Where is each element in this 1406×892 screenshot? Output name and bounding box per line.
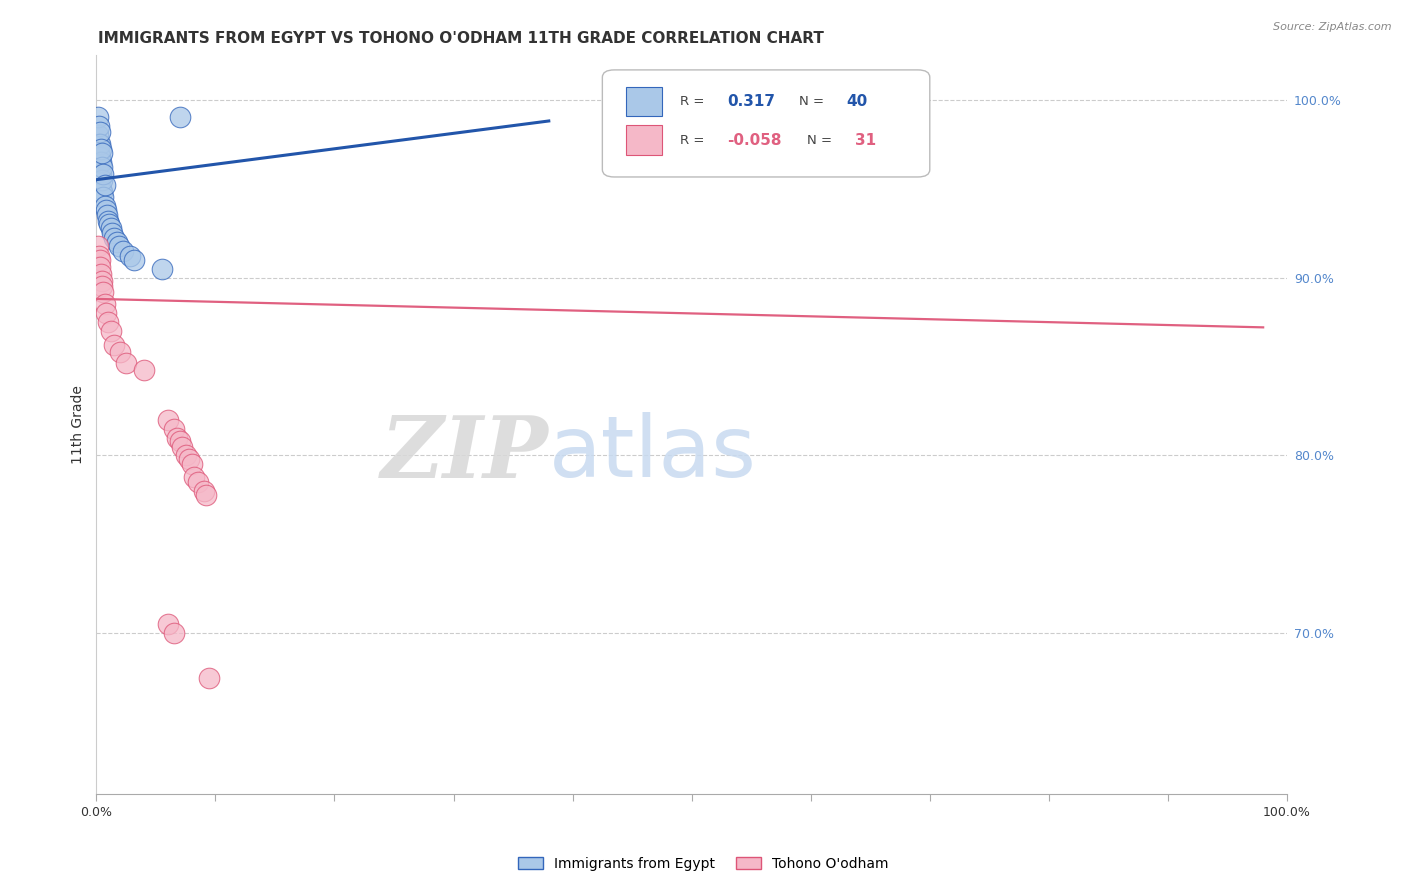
Text: R =: R =: [679, 95, 704, 108]
Point: [90, 267, 112, 281]
Point: [179, 452, 201, 467]
Point: [89, 150, 111, 164]
Point: [115, 356, 138, 370]
Point: [90, 167, 112, 181]
Point: [198, 671, 221, 685]
Point: [86, 137, 108, 152]
Point: [86, 238, 108, 252]
Point: [87, 249, 110, 263]
Point: [90, 143, 112, 157]
Point: [91, 185, 114, 199]
Point: [108, 238, 131, 252]
Point: [163, 626, 186, 640]
Point: [180, 458, 202, 472]
Point: [93, 285, 115, 299]
Point: [156, 413, 179, 427]
Point: [94, 202, 117, 217]
Text: 0.317: 0.317: [727, 95, 775, 109]
Point: [111, 244, 134, 258]
Point: [183, 470, 205, 484]
Point: [170, 440, 193, 454]
Point: [93, 178, 115, 192]
Point: [91, 172, 114, 186]
Point: [89, 260, 111, 274]
Point: [105, 235, 128, 249]
Point: [163, 422, 186, 436]
Text: ZIP: ZIP: [381, 412, 548, 496]
Point: [89, 137, 111, 152]
Point: [150, 261, 173, 276]
Point: [118, 249, 141, 263]
Text: R =: R =: [679, 134, 704, 146]
Point: [169, 111, 191, 125]
Point: [100, 220, 122, 235]
Point: [94, 306, 117, 320]
Point: [103, 231, 125, 245]
Point: [103, 338, 125, 352]
Point: [86, 146, 108, 161]
Point: [93, 297, 115, 311]
Y-axis label: 11th Grade: 11th Grade: [72, 384, 86, 464]
Point: [187, 475, 209, 490]
Point: [132, 363, 155, 377]
Point: [124, 252, 146, 267]
Text: IMMIGRANTS FROM EGYPT VS TOHONO O'ODHAM 11TH GRADE CORRELATION CHART: IMMIGRANTS FROM EGYPT VS TOHONO O'ODHAM …: [98, 31, 824, 46]
Point: [90, 181, 112, 195]
FancyBboxPatch shape: [626, 87, 662, 117]
Point: [91, 274, 114, 288]
Point: [174, 449, 197, 463]
Point: [101, 226, 124, 240]
Text: 40: 40: [846, 95, 868, 109]
Point: [87, 163, 110, 178]
Legend: Immigrants from Egypt, Tohono O'odham: Immigrants from Egypt, Tohono O'odham: [512, 851, 894, 876]
Point: [194, 487, 217, 501]
Point: [156, 617, 179, 632]
Point: [97, 213, 120, 227]
Point: [108, 345, 131, 359]
Point: [89, 125, 111, 139]
FancyBboxPatch shape: [626, 125, 662, 155]
Point: [98, 217, 121, 231]
Text: N =: N =: [807, 134, 832, 146]
Point: [100, 324, 122, 338]
Point: [87, 154, 110, 169]
Point: [90, 154, 112, 169]
Point: [87, 146, 110, 161]
Point: [89, 163, 111, 178]
Text: Source: ZipAtlas.com: Source: ZipAtlas.com: [1274, 22, 1392, 32]
Text: 31: 31: [855, 133, 876, 147]
Text: atlas: atlas: [548, 412, 756, 495]
Point: [86, 111, 108, 125]
Point: [166, 431, 188, 445]
Point: [89, 252, 111, 267]
Point: [96, 208, 118, 222]
Point: [93, 190, 115, 204]
Point: [91, 160, 114, 174]
Point: [86, 128, 108, 143]
Text: N =: N =: [799, 95, 824, 108]
Point: [87, 137, 110, 152]
Point: [97, 315, 120, 329]
Point: [87, 120, 110, 134]
Point: [169, 434, 191, 449]
FancyBboxPatch shape: [602, 70, 929, 177]
Point: [91, 146, 114, 161]
Text: -0.058: -0.058: [727, 133, 782, 147]
Point: [89, 172, 111, 186]
Point: [193, 484, 215, 499]
Point: [93, 167, 115, 181]
Point: [93, 199, 115, 213]
Point: [91, 279, 114, 293]
